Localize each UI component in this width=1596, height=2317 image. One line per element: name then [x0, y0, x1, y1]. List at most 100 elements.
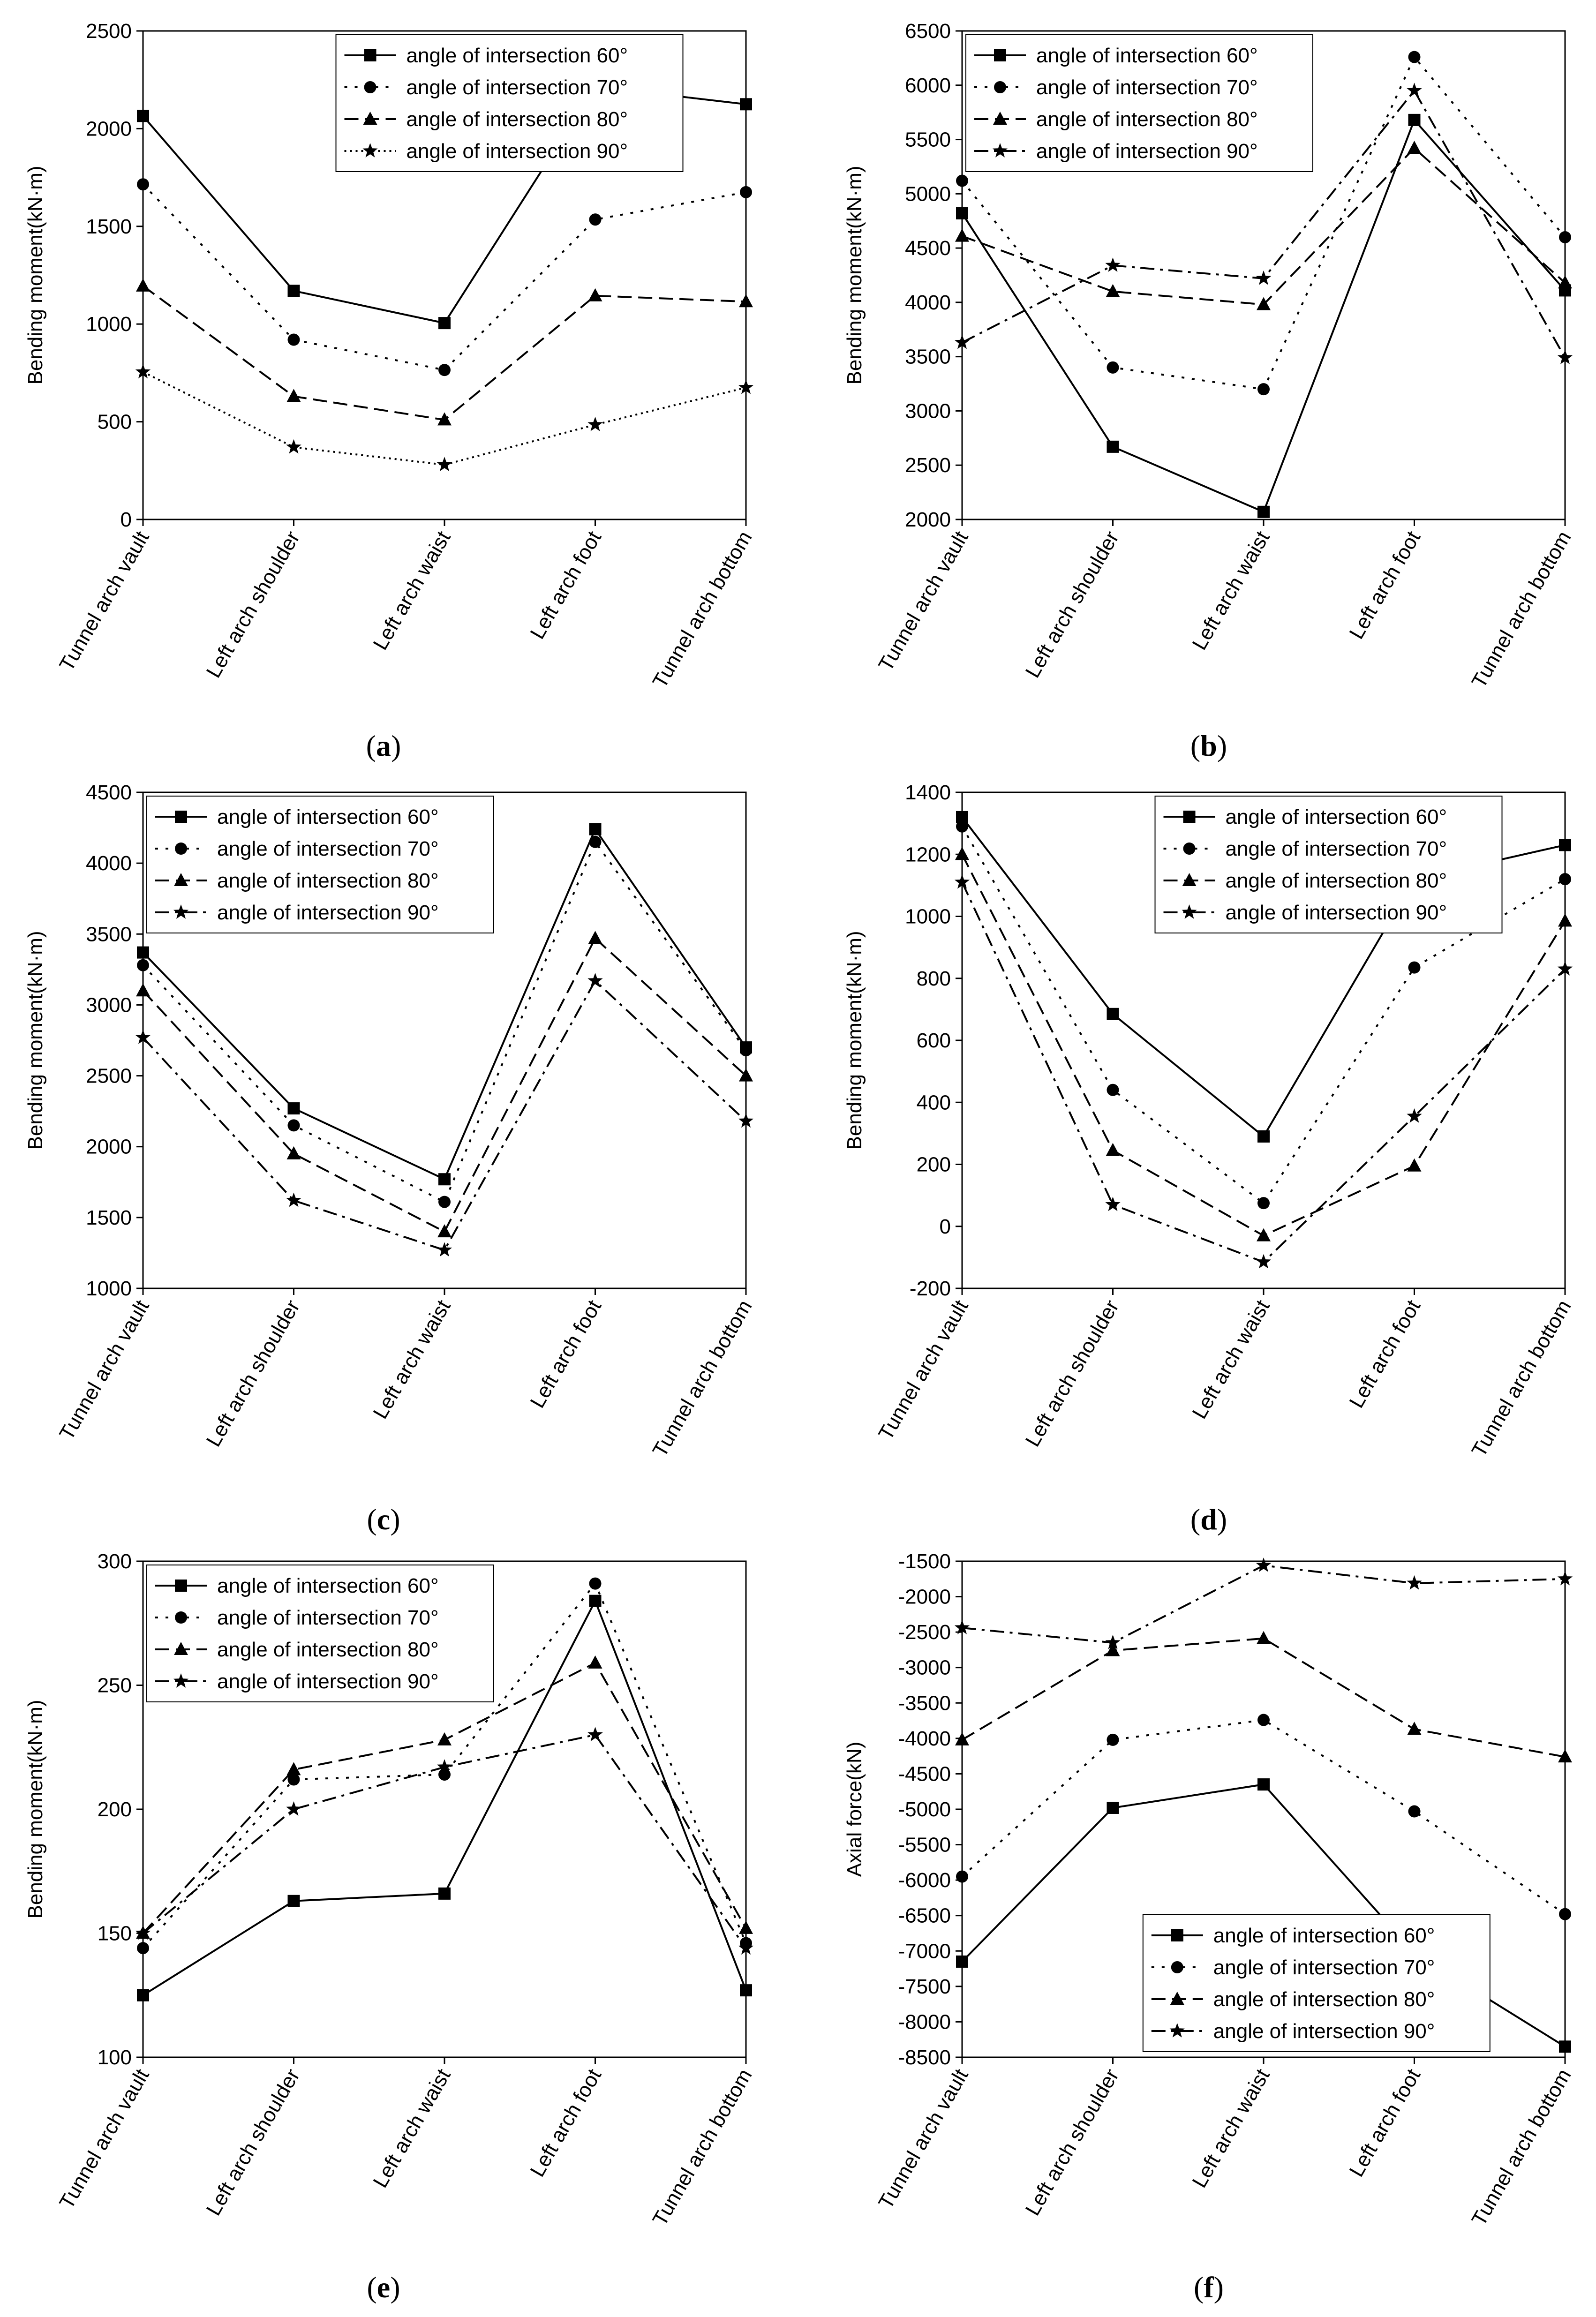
- legend-entry: angle of intersection 60°: [217, 1574, 439, 1597]
- data-point-circle: [1559, 1908, 1571, 1920]
- data-point-square: [1257, 505, 1270, 518]
- data-point-triangle: [1257, 1631, 1271, 1644]
- series-3: [136, 278, 753, 426]
- y-tick-label: 0: [120, 508, 132, 531]
- legend-entry: angle of intersection 60°: [217, 805, 439, 828]
- series-3: [136, 1655, 753, 1939]
- legend-box: [146, 1565, 494, 1702]
- legend-marker-square: [994, 49, 1006, 61]
- legend-entry: angle of intersection 70°: [217, 1606, 439, 1629]
- series-4: [954, 874, 1573, 1269]
- data-point-circle: [137, 959, 149, 971]
- legend-entry: angle of intersection 90°: [1036, 140, 1258, 163]
- y-tick-label: 2500: [86, 1065, 132, 1088]
- data-point-square: [438, 317, 451, 330]
- legend-entry: angle of intersection 60°: [1226, 805, 1447, 828]
- legend: angle of intersection 60° angle of inters…: [1142, 1914, 1491, 2052]
- series-2: [956, 820, 1571, 1210]
- data-point-square: [589, 823, 602, 835]
- data-point-star: [1407, 83, 1422, 98]
- data-point-star: [437, 1242, 452, 1257]
- y-tick-label: 1500: [86, 215, 132, 238]
- y-tick-label: -5500: [898, 1834, 951, 1857]
- series-2: [956, 51, 1571, 396]
- data-point-star: [135, 364, 151, 379]
- y-tick-label: 6500: [905, 20, 951, 43]
- legend-entry: angle of intersection 70°: [1036, 76, 1258, 99]
- y-tick-label: -2000: [898, 1586, 951, 1609]
- panel-caption: (e): [367, 2271, 400, 2304]
- legend-box: [335, 34, 684, 172]
- legend-box: [1154, 796, 1503, 933]
- data-point-square: [956, 207, 968, 220]
- legend-entry: angle of intersection 90°: [217, 1670, 439, 1693]
- legend-marker-star: [992, 143, 1008, 158]
- data-point-star: [1256, 1254, 1272, 1269]
- data-point-square: [438, 1887, 451, 1900]
- y-tick-label: -6000: [898, 1869, 951, 1892]
- y-tick-label: 200: [98, 1798, 132, 1821]
- data-point-star: [1557, 1571, 1573, 1586]
- data-point-triangle: [1407, 1158, 1422, 1172]
- y-tick-label: 2000: [86, 1136, 132, 1158]
- y-tick-label: 2000: [905, 508, 951, 531]
- data-point-triangle: [739, 1920, 753, 1934]
- data-point-triangle: [1407, 141, 1422, 154]
- y-axis-title: Bending moment(kN·m): [24, 931, 47, 1150]
- data-point-square: [1107, 440, 1119, 453]
- data-point-star: [135, 1030, 151, 1044]
- series-3: [955, 1631, 1572, 1763]
- series-3: [955, 847, 1572, 1241]
- legend-marker-square: [175, 811, 187, 823]
- legend-entry: angle of intersection 90°: [407, 140, 628, 163]
- legend: angle of intersection 60° angle of inters…: [146, 1565, 494, 1702]
- y-tick-label: 300: [98, 1550, 132, 1573]
- y-tick-label: 6000: [905, 74, 951, 97]
- legend-box: [1142, 1914, 1491, 2052]
- y-tick-label: -1500: [898, 1550, 951, 1573]
- data-point-triangle: [1106, 1643, 1120, 1656]
- legend-marker-square: [175, 1580, 187, 1592]
- y-tick-label: -200: [910, 1277, 951, 1300]
- data-point-square: [137, 946, 149, 959]
- data-point-triangle: [286, 1762, 301, 1775]
- data-point-star: [286, 439, 301, 454]
- data-point-star: [286, 1801, 301, 1816]
- y-axis-title: Bending moment(kN·m): [843, 166, 866, 384]
- data-point-circle: [1257, 1714, 1270, 1726]
- data-point-star: [1105, 1196, 1121, 1211]
- legend: angle of intersection 60° angle of inters…: [146, 796, 494, 933]
- legend-marker-circle: [175, 843, 187, 855]
- data-point-circle: [589, 835, 602, 848]
- data-point-square: [1559, 2040, 1571, 2053]
- y-tick-label: 3000: [86, 993, 132, 1016]
- data-point-circle: [287, 1119, 300, 1132]
- y-tick-label: 150: [98, 1922, 132, 1945]
- data-point-star: [1256, 270, 1272, 285]
- legend-marker-triangle: [1170, 1992, 1184, 2005]
- data-point-square: [438, 1173, 451, 1186]
- legend-marker-circle: [364, 81, 376, 93]
- y-tick-label: -8000: [898, 2010, 951, 2033]
- y-tick-label: 2000: [86, 117, 132, 140]
- data-point-circle: [956, 820, 968, 833]
- data-point-triangle: [588, 931, 602, 944]
- data-point-circle: [438, 1196, 451, 1208]
- legend-marker-square: [1183, 811, 1196, 823]
- legend: angle of intersection 60° angle of inters…: [335, 34, 684, 172]
- legend-marker-square: [1171, 1929, 1183, 1941]
- data-point-circle: [1257, 1197, 1270, 1210]
- data-point-triangle: [588, 1655, 602, 1669]
- legend-entry: angle of intersection 90°: [217, 901, 439, 924]
- series-4: [135, 973, 754, 1257]
- data-point-circle: [956, 174, 968, 187]
- data-point-star: [954, 1620, 970, 1634]
- data-point-triangle: [955, 228, 969, 242]
- y-tick-label: -6500: [898, 1904, 951, 1927]
- series-4: [135, 364, 754, 471]
- legend-marker-triangle: [174, 1642, 188, 1655]
- data-point-circle: [1107, 1733, 1119, 1746]
- data-point-triangle: [136, 983, 150, 997]
- data-point-circle: [956, 1870, 968, 1883]
- legend-marker-triangle: [363, 112, 377, 125]
